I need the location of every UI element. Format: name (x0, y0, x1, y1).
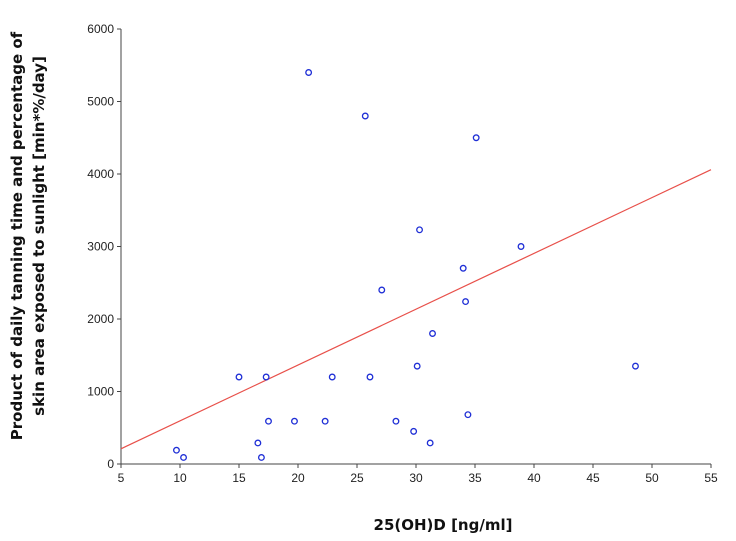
data-point (328, 373, 336, 381)
data-point (464, 411, 472, 419)
data-point (265, 417, 272, 425)
x-tick-label: 20 (291, 471, 305, 485)
y-tick-label: 3000 (87, 240, 114, 254)
data-point (517, 243, 525, 250)
data-point (366, 373, 374, 381)
data-point (378, 286, 386, 294)
y-tick-label: 2000 (87, 312, 114, 326)
data-point (416, 226, 423, 234)
data-point (429, 330, 436, 337)
data-point (262, 373, 270, 381)
x-tick-label: 15 (232, 471, 246, 485)
y-tick-label: 0 (107, 457, 114, 471)
data-point (462, 298, 470, 306)
x-tick-label: 35 (468, 471, 482, 485)
x-tick-label: 5 (118, 471, 125, 485)
y-tick-label: 6000 (87, 22, 114, 36)
data-point (413, 362, 421, 370)
data-point (173, 446, 180, 454)
trend-line (120, 169, 712, 450)
data-point (257, 454, 265, 461)
data-point (472, 134, 480, 142)
plot-frame (120, 29, 711, 465)
x-tick-label: 25 (350, 471, 364, 485)
x-tick-label: 40 (527, 471, 541, 485)
data-point (321, 417, 329, 425)
x-tick-label: 55 (704, 471, 718, 485)
x-axis-ticks: 5 10 15 20 25 30 35 40 45 50 55 (118, 464, 718, 485)
data-point (392, 417, 400, 425)
data-point (410, 427, 418, 435)
data-point (459, 264, 467, 272)
y-tick-label: 4000 (87, 167, 114, 181)
data-point (305, 69, 313, 76)
x-tick-label: 30 (409, 471, 423, 485)
x-tick-label: 50 (645, 471, 659, 485)
data-points (173, 69, 639, 461)
data-point (235, 373, 243, 381)
data-point (254, 439, 262, 447)
y-axis-label-line2: skin area exposed to sunlight [min*%/day… (30, 56, 48, 416)
y-axis-label-line1: Product of daily tanning time and percen… (8, 31, 26, 440)
x-tick-label: 10 (173, 471, 187, 485)
data-point (426, 439, 434, 447)
y-axis-ticks: 0 1000 2000 3000 4000 5000 6000 (87, 22, 121, 471)
data-point (291, 417, 298, 425)
data-point (361, 112, 369, 120)
x-axis-label: 25(OH)D [ng/ml] (374, 516, 513, 534)
y-tick-label: 1000 (87, 385, 114, 399)
y-tick-label: 5000 (87, 95, 114, 109)
data-point (180, 454, 187, 461)
data-point (632, 362, 639, 370)
x-tick-label: 45 (586, 471, 600, 485)
